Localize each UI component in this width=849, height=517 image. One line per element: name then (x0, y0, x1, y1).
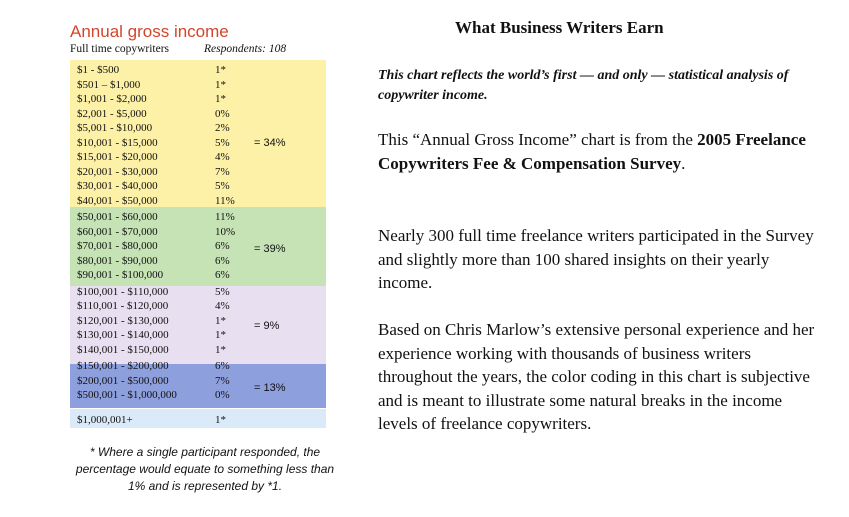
band-group-3 (70, 286, 326, 364)
income-percent: 1* (215, 93, 226, 105)
income-percent: 7% (215, 165, 230, 178)
income-percent: 4% (215, 151, 230, 163)
income-range: $130,001 - $140,000 (77, 329, 169, 341)
income-range: $501 – $1,000 (77, 78, 141, 91)
income-range: $120,001 - $130,000 (77, 314, 169, 327)
income-range: $70,001 - $80,000 (77, 240, 158, 252)
income-percent: 0% (215, 389, 230, 401)
income-percent: 6% (215, 254, 230, 267)
income-range: $15,001 - $20,000 (77, 151, 158, 163)
income-percent: 10% (215, 225, 236, 238)
income-range: $500,001 - $1,000,000 (77, 389, 177, 401)
chart-title: Annual gross income (70, 22, 229, 41)
chart-footnote: * Where a single participant responded, … (75, 445, 335, 493)
income-percent: 5% (215, 136, 230, 149)
income-range: $1,000,001+ (77, 414, 133, 426)
income-range: $5,001 - $10,000 (77, 122, 153, 134)
income-range: $10,001 - $15,000 (77, 136, 158, 149)
income-range: $140,001 - $150,000 (77, 343, 169, 356)
income-percent: 11% (215, 211, 235, 223)
page-title: What Business Writers Earn (455, 18, 664, 37)
income-range: $80,001 - $90,000 (77, 254, 158, 267)
income-percent: 5% (215, 285, 230, 298)
income-chart: Annual gross income Full time copywriter… (68, 20, 348, 432)
group-pct-3: = 9% (254, 320, 280, 332)
income-range: $150,001 - $200,000 (77, 360, 169, 372)
income-percent: 1* (215, 329, 226, 341)
paragraph-participants: Nearly 300 full time freelance writers p… (378, 226, 814, 292)
income-range: $60,001 - $70,000 (77, 225, 158, 238)
income-range: $20,001 - $30,000 (77, 165, 158, 178)
income-percent: 11% (215, 194, 235, 207)
income-percent: 6% (215, 269, 230, 281)
income-percent: 7% (215, 374, 230, 387)
income-percent: 6% (215, 240, 230, 252)
income-range: $30,001 - $40,000 (77, 180, 158, 192)
income-percent: 5% (215, 180, 230, 192)
income-percent: 1* (215, 78, 226, 91)
income-percent: 1* (215, 64, 226, 76)
income-percent: 2% (215, 122, 230, 134)
group-pct-1: = 34% (254, 137, 286, 149)
respondents-count: Respondents: 108 (204, 43, 287, 55)
group-pct-4: = 13% (254, 382, 286, 394)
income-percent: 6% (215, 360, 230, 372)
income-range: $1 - $500 (77, 64, 120, 76)
paragraph-color-coding: Based on Chris Marlow’s extensive person… (378, 320, 815, 433)
band-group-4 (70, 364, 326, 408)
income-range: $50,001 - $60,000 (77, 211, 158, 223)
chart-subtitle: Full time copywriters (70, 43, 170, 55)
income-range: $1,001 - $2,000 (77, 93, 147, 105)
income-percent: 0% (215, 107, 230, 120)
band-group-2 (70, 207, 326, 286)
group-pct-2: = 39% (254, 243, 286, 255)
income-range: $2,001 - $5,000 (77, 107, 147, 120)
income-percent: 1* (215, 343, 226, 356)
survey-name: 2005 Freelance Copywriters Fee & Compens… (378, 130, 806, 173)
paragraph-survey-c: . (681, 153, 686, 173)
income-percent: 1* (215, 314, 226, 327)
income-range: $40,001 - $50,000 (77, 194, 158, 207)
paragraph-survey-a: This “Annual Gross Income” chart is from… (378, 130, 698, 149)
income-range: $200,001 - $500,000 (77, 374, 169, 387)
income-percent: 4% (215, 300, 230, 312)
intro-text: This chart reflects the world’s first — … (378, 68, 789, 103)
income-range: $90,001 - $100,000 (77, 269, 164, 281)
paragraph-survey: This “Annual Gross Income” chart is from… (378, 128, 818, 175)
income-percent: 1* (215, 414, 226, 426)
income-range: $110,001 - $120,000 (77, 300, 169, 312)
band-group-5 (70, 409, 326, 428)
band-group-1 (70, 60, 326, 207)
income-range: $100,001 - $110,000 (77, 285, 169, 298)
